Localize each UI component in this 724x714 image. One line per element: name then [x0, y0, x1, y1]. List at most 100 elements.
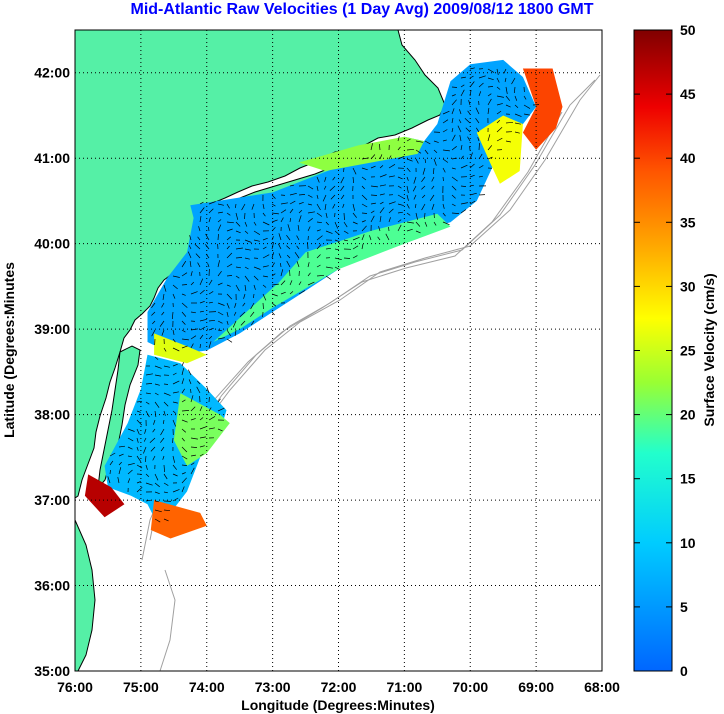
velocity-vector — [206, 387, 210, 394]
velocity-vector — [406, 148, 415, 151]
velocity-vector — [406, 158, 413, 162]
velocity-vector — [469, 163, 475, 169]
velocity-vector — [334, 239, 340, 243]
velocity-vector — [415, 221, 421, 227]
velocity-vector — [217, 302, 225, 306]
velocity-vector — [199, 445, 205, 448]
velocity-vector — [298, 201, 304, 205]
velocity-vector — [451, 118, 454, 124]
velocity-vector — [307, 203, 312, 206]
velocity-vector — [280, 291, 286, 295]
velocity-vector — [172, 473, 178, 477]
velocity-vector — [289, 208, 294, 214]
velocity-vector — [271, 283, 279, 286]
velocity-vector — [307, 226, 311, 232]
velocity-vector — [477, 137, 480, 142]
velocity-vector — [199, 216, 202, 223]
velocity-vector — [460, 89, 465, 97]
velocity-vector — [352, 236, 360, 241]
velocity-vector — [253, 239, 260, 242]
velocity-vector — [294, 252, 300, 259]
velocity-vector — [250, 302, 255, 310]
velocity-vector — [442, 149, 450, 152]
velocity-vector — [262, 203, 265, 209]
velocity-vector — [388, 208, 394, 214]
y-axis-ticks: 35:00 36:00 37:00 38:00 39:00 40:00 41:00 42:00 — [34, 65, 70, 679]
velocity-vector — [505, 104, 511, 108]
velocity-vector — [451, 146, 457, 151]
velocity-vector — [253, 221, 257, 226]
velocity-vector — [478, 142, 480, 151]
velocity-vector — [150, 446, 156, 452]
velocity-vector — [478, 75, 486, 79]
velocity-vector — [244, 239, 252, 243]
velocity-vector — [208, 208, 214, 214]
velocity-vector — [143, 446, 147, 454]
velocity-vector — [199, 201, 204, 205]
velocity-vector — [199, 436, 206, 439]
velocity-vector — [208, 335, 213, 340]
velocity-vector — [127, 446, 133, 450]
velocity-vector — [143, 437, 147, 442]
velocity-vector — [199, 310, 204, 313]
velocity-vector — [388, 226, 390, 232]
velocity-vector — [316, 194, 319, 199]
velocity-vector — [451, 128, 454, 133]
velocity-vector — [151, 302, 156, 309]
colorbar-tick-label: 10 — [680, 535, 696, 551]
velocity-vector — [307, 281, 315, 286]
velocity-vector — [460, 76, 466, 79]
velocity-vector — [421, 194, 426, 199]
velocity-vector — [217, 203, 224, 206]
velocity-vector — [181, 455, 188, 460]
velocity-vector — [496, 95, 504, 98]
velocity-vector — [451, 157, 457, 160]
velocity-vector — [187, 369, 192, 376]
velocity-vector — [172, 497, 179, 502]
colorbar-tick-label: 20 — [680, 407, 696, 423]
x-tick-label: 70:00 — [452, 679, 488, 695]
velocity-vector — [163, 401, 169, 407]
velocity-vector — [199, 334, 204, 340]
velocity-vector — [154, 392, 159, 396]
velocity-vector — [379, 201, 384, 205]
velocity-vector — [136, 410, 141, 413]
velocity-vector — [340, 194, 345, 200]
plot-frame — [74, 29, 603, 672]
velocity-vector — [226, 212, 231, 216]
velocity-vector — [172, 363, 178, 367]
velocity-vector — [361, 185, 365, 190]
velocity-vector — [469, 184, 474, 187]
velocity-vector — [226, 252, 233, 259]
colorbar-tick-label: 40 — [680, 150, 696, 166]
velocity-vector — [343, 212, 345, 221]
velocity-vector — [189, 261, 192, 268]
velocity-vector — [144, 455, 147, 463]
velocity-vector — [322, 194, 327, 202]
velocity-vector — [251, 203, 255, 210]
velocity-vector — [514, 95, 518, 101]
velocity-vector — [217, 398, 221, 403]
velocity-vector — [226, 236, 232, 241]
velocity-vector — [280, 202, 288, 205]
velocity-vector — [415, 212, 418, 220]
velocity-vector — [208, 427, 215, 430]
velocity-vector — [385, 233, 390, 241]
velocity-vector — [217, 320, 223, 324]
velocity-vector — [431, 185, 435, 190]
velocity-vector — [325, 247, 332, 250]
velocity-vector — [162, 455, 165, 460]
velocity-region-virginia-offshore — [173, 393, 230, 466]
velocity-vector — [316, 212, 323, 217]
velocity-vector — [154, 401, 160, 408]
velocity-vector — [478, 91, 482, 97]
velocity-vector — [298, 209, 303, 214]
velocity-vector — [190, 388, 192, 394]
velocity-vector — [289, 192, 297, 196]
colorbar-tick-label: 25 — [680, 343, 696, 359]
velocity-vector — [413, 194, 417, 200]
velocity-vector — [241, 203, 246, 211]
velocity-vector — [298, 290, 306, 295]
velocity-vector — [460, 164, 468, 169]
velocity-vector — [442, 203, 445, 209]
